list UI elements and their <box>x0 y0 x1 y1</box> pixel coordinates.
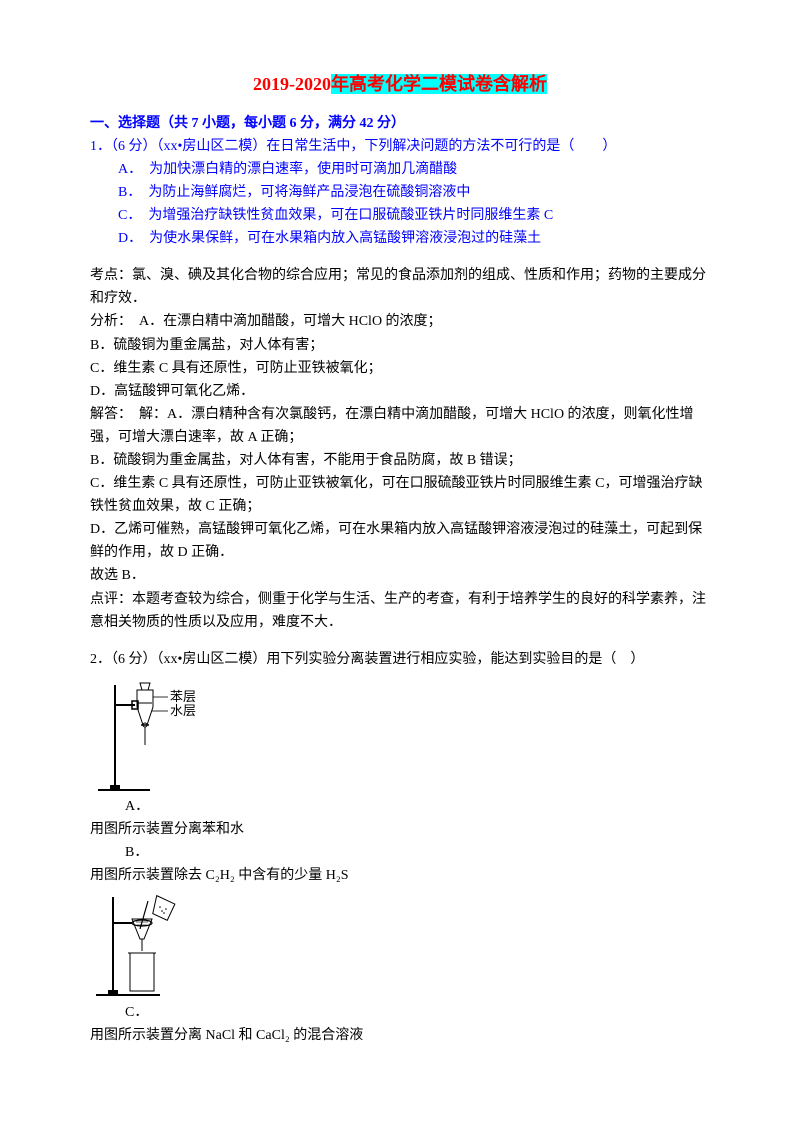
q1-dianping: 点评：本题考查较为综合，侧重于化学与生活、生产的考查，有利于培养学生的良好的科学… <box>90 588 710 634</box>
jieda-label: 解答： <box>90 407 125 422</box>
q1-fenxi-b: B．硫酸铜为重金属盐，对人体有害； <box>90 334 710 357</box>
q2-option-b-letter: B． <box>90 841 710 864</box>
q2-stem: 2．（6 分）（xx•房山区二模）用下列实验分离装置进行相应实验，能达到实验目的… <box>90 648 710 671</box>
q1-jieda-a: 解答： 解：A．漂白精种含有次氯酸钙，在漂白精中滴加醋酸，可增大 HClO 的浓… <box>90 403 710 449</box>
q1-option-b: B． 为防止海鲜腐烂，可将海鲜产品浸泡在硫酸铜溶液中 <box>90 181 710 204</box>
q1-guxuan: 故选 B． <box>90 564 710 587</box>
section-heading: 一、选择题（共 7 小题，每小题 6 分，满分 42 分） <box>90 112 710 135</box>
q1-fenxi-c: C．维生素 C 具有还原性，可防止亚铁被氧化； <box>90 357 710 380</box>
spacer <box>90 250 710 264</box>
fenxi-label: 分析： <box>90 314 125 329</box>
title-year: 2019-2020 <box>253 74 331 94</box>
q1-jieda-c: C．维生素 C 具有还原性，可防止亚铁被氧化，可在口服硫酸亚铁片时同服维生素 C… <box>90 472 710 518</box>
q2-option-b-text: 用图所示装置除去 C₂H₂ 中含有的少量 H₂S <box>90 864 710 887</box>
exam-page: 2019-2020年高考化学二模试卷含解析 一、选择题（共 7 小题，每小题 6… <box>0 0 800 1087</box>
q1-jieda-b: B．硫酸铜为重金属盐，对人体有害，不能用于食品防腐，故 B 错误； <box>90 449 710 472</box>
q1-kaodian: 考点：氯、溴、碘及其化合物的综合应用；常见的食品添加剂的组成、性质和作用；药物的… <box>90 264 710 310</box>
q2-option-a-text: 用图所示装置分离苯和水 <box>90 818 710 841</box>
page-title: 2019-2020年高考化学二模试卷含解析 <box>90 70 710 100</box>
label-water: 水层 <box>170 703 196 718</box>
title-highlight: 年高考化学二模试卷含解析 <box>331 74 547 94</box>
separating-funnel-icon: 苯层 水层 <box>90 675 220 795</box>
filtration-icon <box>90 891 200 1001</box>
q2-option-c-letter: C． <box>90 1001 710 1024</box>
q1-jieda-d: D．乙烯可催熟，高锰酸钾可氧化乙烯，可在水果箱内放入高锰酸钾溶液浸泡过的硅藻土，… <box>90 518 710 564</box>
jieda-a-text: 解：A．漂白精种含有次氯酸钙，在漂白精中滴加醋酸，可增大 HClO 的浓度，则氧… <box>90 407 694 445</box>
fenxi-a-text: A．在漂白精中滴加醋酸，可增大 HClO 的浓度； <box>139 314 442 329</box>
spacer <box>90 634 710 648</box>
label-benzene: 苯层 <box>170 689 196 704</box>
q2-option-c-text: 用图所示装置分离 NaCl 和 CaCl₂ 的混合溶液 <box>90 1024 710 1047</box>
q2-diagram-c <box>90 891 710 1001</box>
q1-fenxi-d: D．高锰酸钾可氧化乙烯． <box>90 380 710 403</box>
q1-option-a: A． 为加快漂白精的漂白速率，使用时可滴加几滴醋酸 <box>90 158 710 181</box>
q2-option-a-letter: A． <box>90 795 710 818</box>
q1-option-d: D． 为使水果保鲜，可在水果箱内放入高锰酸钾溶液浸泡过的硅藻土 <box>90 227 710 250</box>
q1-fenxi-a: 分析： A．在漂白精中滴加醋酸，可增大 HClO 的浓度； <box>90 310 710 333</box>
q2-diagram-a: 苯层 水层 <box>90 675 710 795</box>
q1-option-c: C． 为增强治疗缺铁性贫血效果，可在口服硫酸亚铁片时同服维生素 C <box>90 204 710 227</box>
q1-stem: 1．（6 分）（xx•房山区二模）在日常生活中，下列解决问题的方法不可行的是（ … <box>90 135 710 158</box>
